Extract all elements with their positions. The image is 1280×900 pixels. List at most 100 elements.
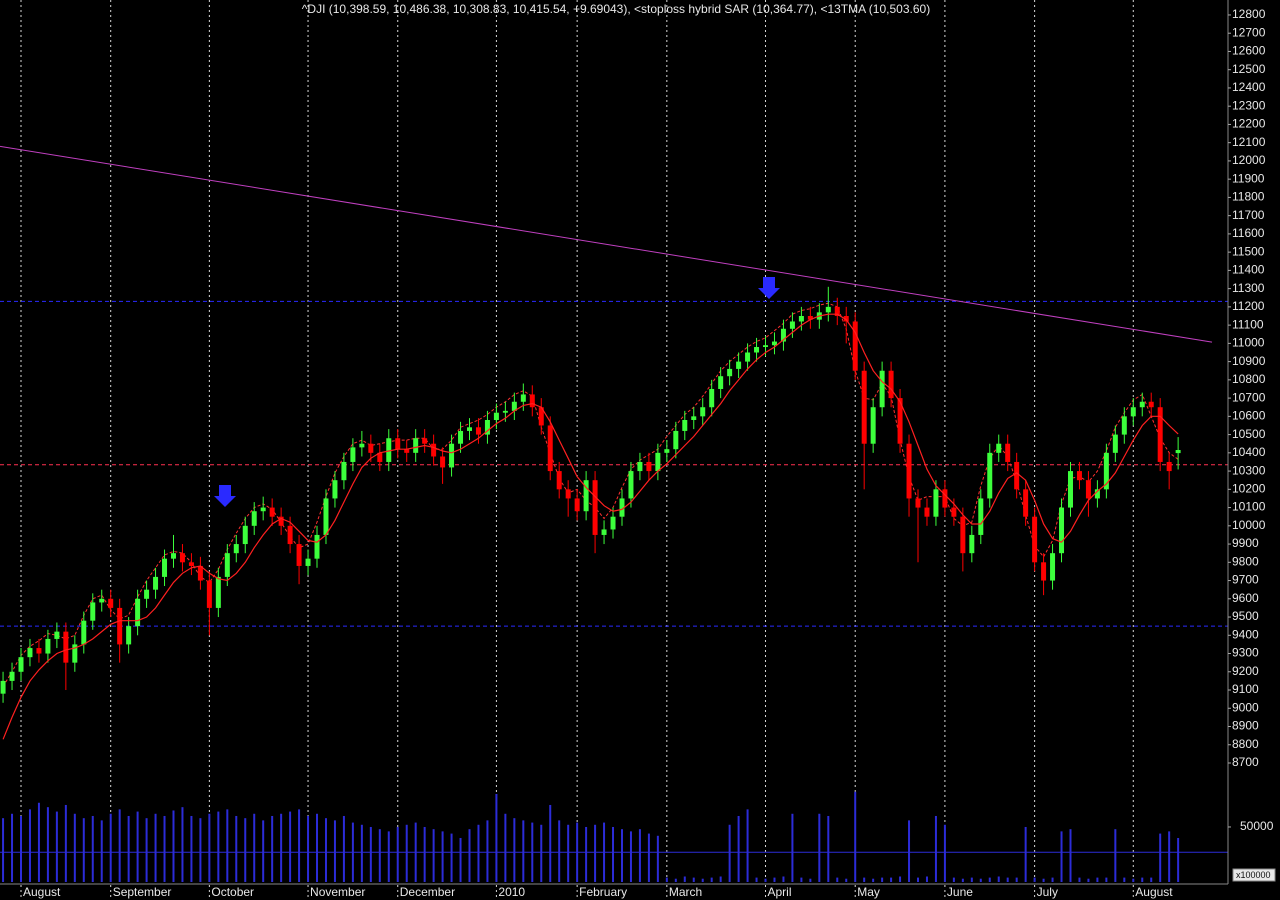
x-tick-label: December <box>400 885 455 899</box>
candle-body <box>135 598 141 627</box>
y-tick-label: 12300 <box>1232 98 1266 112</box>
candle-body <box>63 631 69 663</box>
volume-bar <box>20 815 22 882</box>
candle-body <box>691 416 697 420</box>
signal-arrow <box>214 485 236 507</box>
candle-body <box>1157 407 1163 462</box>
volume-bar <box>961 878 964 882</box>
candle-body <box>529 394 535 408</box>
volume-bar <box>226 809 229 882</box>
candle-body <box>1067 471 1073 508</box>
candle-body <box>188 562 194 566</box>
candle-body <box>1166 461 1172 472</box>
volume-bar <box>549 804 552 882</box>
candle-body <box>1175 450 1181 454</box>
volume-bar <box>1105 877 1108 882</box>
candle-body <box>233 544 239 554</box>
candle-body <box>475 427 481 435</box>
volume-bar <box>719 876 722 882</box>
candle-body <box>592 480 598 535</box>
volume-bar <box>477 824 480 882</box>
volume-bar <box>2 818 5 882</box>
candle-body <box>153 576 159 590</box>
candle-body <box>547 425 553 472</box>
volume-bar <box>280 813 283 882</box>
candle-body <box>565 489 571 499</box>
volume-bar <box>1060 831 1063 882</box>
y-tick-label: 12100 <box>1232 135 1266 149</box>
candle-body <box>619 498 625 517</box>
candle-body <box>538 407 544 426</box>
volume-bar <box>1069 829 1072 882</box>
y-tick-label: 11300 <box>1232 281 1265 295</box>
volume-bar <box>495 793 498 882</box>
volume-bar <box>244 818 247 882</box>
candle-body <box>1085 480 1091 499</box>
candle-body <box>314 534 320 559</box>
candle-body <box>81 620 87 645</box>
volume-bar <box>647 833 650 882</box>
grid <box>0 0 1228 900</box>
candle-body <box>700 407 706 417</box>
candle-body <box>90 602 96 621</box>
volume-bar <box>899 876 902 882</box>
candle-body <box>422 438 428 444</box>
candle-body <box>502 410 508 413</box>
candle-body <box>404 449 410 453</box>
volume-bar <box>405 824 408 882</box>
volume-bar <box>423 826 426 882</box>
volume-bar <box>1096 877 1099 882</box>
candle-body <box>1094 489 1100 499</box>
volume-bar <box>190 815 193 882</box>
volume-bar <box>612 826 615 882</box>
candle-body <box>170 553 176 559</box>
volume-bar <box>594 824 597 882</box>
volume-bar <box>656 835 659 882</box>
y-tick-label: 10200 <box>1232 481 1266 495</box>
x-tick-label: 2010 <box>498 885 525 899</box>
candle-body <box>924 507 930 517</box>
candle-body <box>897 398 903 444</box>
y-tick-label: 8800 <box>1232 737 1259 751</box>
volume-bar <box>1033 877 1036 882</box>
volume-bar <box>1159 833 1162 882</box>
candle-body <box>1041 562 1047 581</box>
candle-body <box>1005 443 1011 462</box>
volume-bar <box>567 824 570 882</box>
y-tick-label: 11600 <box>1232 226 1265 240</box>
candle-body <box>718 376 724 389</box>
y-tick-label: 8700 <box>1232 755 1259 769</box>
volume-bar <box>854 791 857 882</box>
candle-body <box>431 443 437 457</box>
x-tick-label: February <box>579 885 627 899</box>
candle-body <box>709 388 715 408</box>
volume-bar <box>82 818 85 882</box>
y-tick-label: 10600 <box>1232 409 1266 423</box>
volume-unit-label: x100000 <box>1236 870 1271 880</box>
volume-bar <box>701 878 704 882</box>
candle-body <box>1050 553 1056 581</box>
volume-bar <box>11 813 14 882</box>
candle-body <box>269 507 275 517</box>
volume-bar <box>908 820 911 882</box>
candle-body <box>1103 452 1109 490</box>
candle-body <box>9 671 15 681</box>
candle-body <box>682 419 688 431</box>
volume-bar <box>979 878 982 882</box>
candle-body <box>861 370 867 444</box>
candle-body <box>179 553 185 563</box>
x-tick-label: August <box>1135 885 1173 899</box>
volume-bar <box>943 824 946 882</box>
x-tick-label: May <box>857 885 880 899</box>
volume-bar <box>145 818 148 882</box>
volume-bar <box>692 877 695 882</box>
candle-body <box>583 480 589 512</box>
volume-bar <box>378 829 381 882</box>
volume-bar <box>863 877 866 882</box>
candle-body <box>368 443 374 453</box>
volume-bar <box>629 831 632 882</box>
volume-bar <box>1168 831 1171 882</box>
candle-body <box>0 680 6 694</box>
candle-body <box>888 370 894 399</box>
